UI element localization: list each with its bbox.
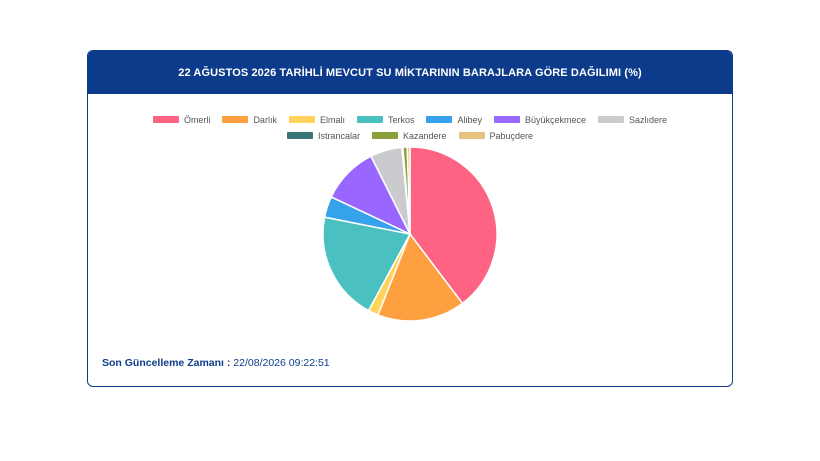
card-header: 22 AĞUSTOS 2026 TARİHLİ MEVCUT SU MİKTAR… (88, 51, 732, 94)
legend-swatch (458, 132, 485, 139)
legend-item[interactable]: Kazandere (371, 129, 447, 142)
legend-item[interactable]: Elmalı (288, 113, 345, 126)
legend-item[interactable]: Pabuçdere (458, 129, 534, 142)
pie-chart (322, 146, 498, 322)
legend-item[interactable]: Büyükçekmece (494, 113, 586, 126)
legend-label: Pabuçdere (489, 130, 534, 141)
legend-swatch (222, 116, 249, 123)
pie-slice[interactable] (376, 232, 464, 322)
legend-swatch (426, 116, 453, 123)
legend-item[interactable]: Darlık (222, 113, 277, 126)
legend-item[interactable]: Terkos (356, 113, 415, 126)
legend-label: Kazandere (402, 130, 447, 141)
legend-label: Terkos (387, 114, 415, 125)
legend-label: Alibey (457, 114, 482, 125)
legend-label: Büyükçekmece (525, 114, 587, 125)
legend-label: Istrancalar (317, 130, 360, 141)
legend-swatch (356, 116, 383, 123)
legend-swatch (598, 116, 625, 123)
legend-swatch (288, 116, 315, 123)
legend-label: Darlık (253, 114, 277, 125)
legend-item[interactable]: Istrancalar (286, 129, 360, 142)
pie-slice[interactable] (322, 216, 412, 312)
pie-slice[interactable] (409, 146, 498, 305)
legend-item[interactable]: Alibey (426, 113, 482, 126)
legend-swatch (286, 132, 313, 139)
chart-title: 22 AĞUSTOS 2026 TARİHLİ MEVCUT SU MİKTAR… (178, 66, 642, 79)
last-update: Son Güncelleme Zamanı : 22/08/2026 09:22… (102, 357, 330, 369)
legend-item[interactable]: Sazlıdere (598, 113, 667, 126)
last-update-label: Son Güncelleme Zamanı : (102, 357, 231, 369)
legend-label: Elmalı (319, 114, 345, 125)
legend-label: Ömerli (183, 114, 211, 125)
legend-swatch (494, 116, 520, 123)
last-update-value: 22/08/2026 09:22:51 (233, 357, 330, 369)
legend-label: Sazlıdere (629, 114, 668, 125)
legend-item[interactable]: Ömerli (152, 113, 211, 126)
chart-card: 22 AĞUSTOS 2026 TARİHLİ MEVCUT SU MİKTAR… (87, 50, 733, 387)
legend-swatch (371, 132, 398, 139)
pie-slice[interactable] (406, 146, 411, 235)
pie-chart-area (318, 146, 502, 322)
legend-swatch (152, 116, 179, 123)
chart-legend: Ömerli Darlık Elmalı Terkos Alibey Büyükçekme… (88, 113, 732, 142)
